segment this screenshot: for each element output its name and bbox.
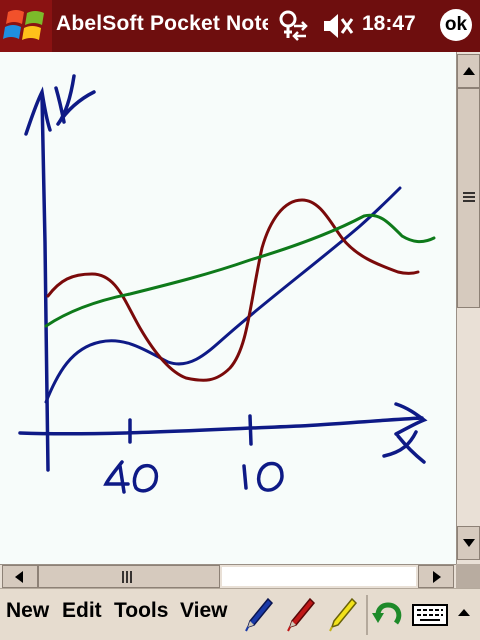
app-title: AbelSoft Pocket Notes bbox=[56, 12, 268, 35]
menu-view[interactable]: View bbox=[180, 599, 228, 622]
horizontal-scroll-track[interactable] bbox=[222, 567, 416, 586]
arrow-up-icon bbox=[463, 67, 475, 75]
ink-blue-curve bbox=[44, 186, 402, 404]
scrollbar-corner bbox=[456, 564, 480, 588]
menu-tools[interactable]: Tools bbox=[114, 599, 169, 622]
scroll-up-button[interactable] bbox=[457, 54, 480, 88]
volume-muted-icon[interactable] bbox=[320, 10, 356, 42]
scroll-right-button[interactable] bbox=[418, 565, 454, 588]
drawing-canvas[interactable] bbox=[0, 52, 456, 564]
menu-bar: New Edit Tools View bbox=[0, 588, 480, 640]
title-bar: AbelSoft Pocket Notes 18:47 ok bbox=[0, 0, 480, 52]
yellow-highlighter-icon[interactable] bbox=[324, 595, 360, 635]
arrow-down-icon bbox=[463, 539, 475, 547]
vertical-scrollbar[interactable] bbox=[456, 52, 480, 564]
ink-x-axis bbox=[18, 416, 424, 436]
scroll-down-button[interactable] bbox=[457, 526, 480, 560]
ok-button[interactable]: ok bbox=[440, 9, 472, 41]
ink-green-curve bbox=[44, 213, 436, 328]
ink-x-arrow bbox=[394, 402, 428, 436]
undo-icon[interactable] bbox=[370, 595, 406, 635]
horizontal-scroll-thumb[interactable] bbox=[38, 565, 220, 588]
windows-logo-icon bbox=[3, 10, 44, 40]
grip-icon bbox=[122, 571, 132, 583]
ink-red-curve bbox=[46, 198, 420, 382]
connectivity-icon[interactable] bbox=[276, 8, 312, 44]
grip-icon bbox=[463, 192, 475, 202]
start-button[interactable] bbox=[0, 0, 52, 52]
ink-drawing bbox=[18, 74, 436, 494]
menu-edit[interactable]: Edit bbox=[62, 599, 102, 622]
red-pen-icon[interactable] bbox=[282, 595, 318, 635]
blue-pen-icon[interactable] bbox=[240, 595, 276, 635]
vertical-scroll-thumb[interactable] bbox=[457, 88, 480, 308]
keyboard-icon[interactable] bbox=[410, 595, 450, 635]
ink-y-label bbox=[54, 74, 96, 126]
clock[interactable]: 18:47 bbox=[362, 12, 416, 35]
ink-y-arrow bbox=[24, 86, 52, 136]
ink-tick-label-1 bbox=[103, 460, 130, 494]
ink-x-label bbox=[382, 430, 426, 464]
ink-y-axis bbox=[40, 94, 50, 472]
scroll-left-button[interactable] bbox=[2, 565, 38, 588]
toolbar-separator bbox=[366, 595, 368, 635]
ink-tick-2 bbox=[248, 414, 253, 446]
arrow-left-icon bbox=[15, 571, 23, 583]
horizontal-scrollbar[interactable] bbox=[0, 564, 456, 588]
input-panel-arrow-icon[interactable] bbox=[454, 603, 474, 623]
menu-new[interactable]: New bbox=[6, 599, 50, 622]
arrow-right-icon bbox=[433, 571, 441, 583]
ink-tick-label-2 bbox=[242, 464, 248, 490]
